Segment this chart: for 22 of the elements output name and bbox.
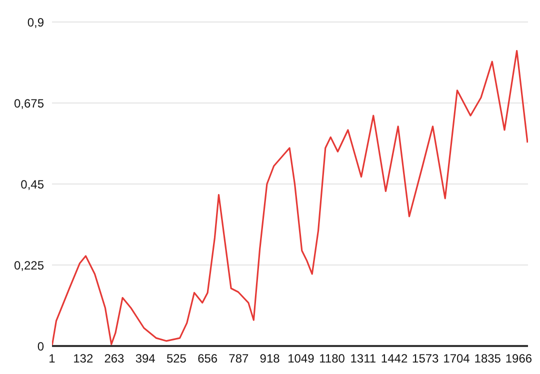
x-tick-label: 525 <box>166 352 187 366</box>
y-tick-label: 0,45 <box>20 177 44 192</box>
y-tick-label: 0,225 <box>14 258 44 272</box>
x-tick-label: 263 <box>104 352 125 366</box>
x-tick-label: 656 <box>198 352 218 366</box>
x-tick-label: 1311 <box>350 352 376 366</box>
x-tick-label: 1 <box>48 352 56 366</box>
x-tick-label: 787 <box>228 352 250 366</box>
x-tick-label: 1049 <box>288 352 315 366</box>
x-tick-label: 1180 <box>319 352 346 366</box>
y-tick-label: 0,675 <box>14 96 44 110</box>
x-tick-label: 1442 <box>380 352 408 366</box>
x-tick-label: 1704 <box>443 352 470 366</box>
x-tick-label: 1966 <box>505 352 532 366</box>
x-tick-label: 1835 <box>474 352 502 366</box>
y-tick-label: 0,9 <box>27 15 44 30</box>
x-tick-label: 1573 <box>412 352 440 366</box>
x-tick-label: 132 <box>73 352 94 366</box>
line-series <box>52 50 528 346</box>
x-tick-label: 394 <box>135 352 156 366</box>
y-tick-label: 0 <box>37 339 44 354</box>
x-tick-label: 918 <box>260 352 280 366</box>
